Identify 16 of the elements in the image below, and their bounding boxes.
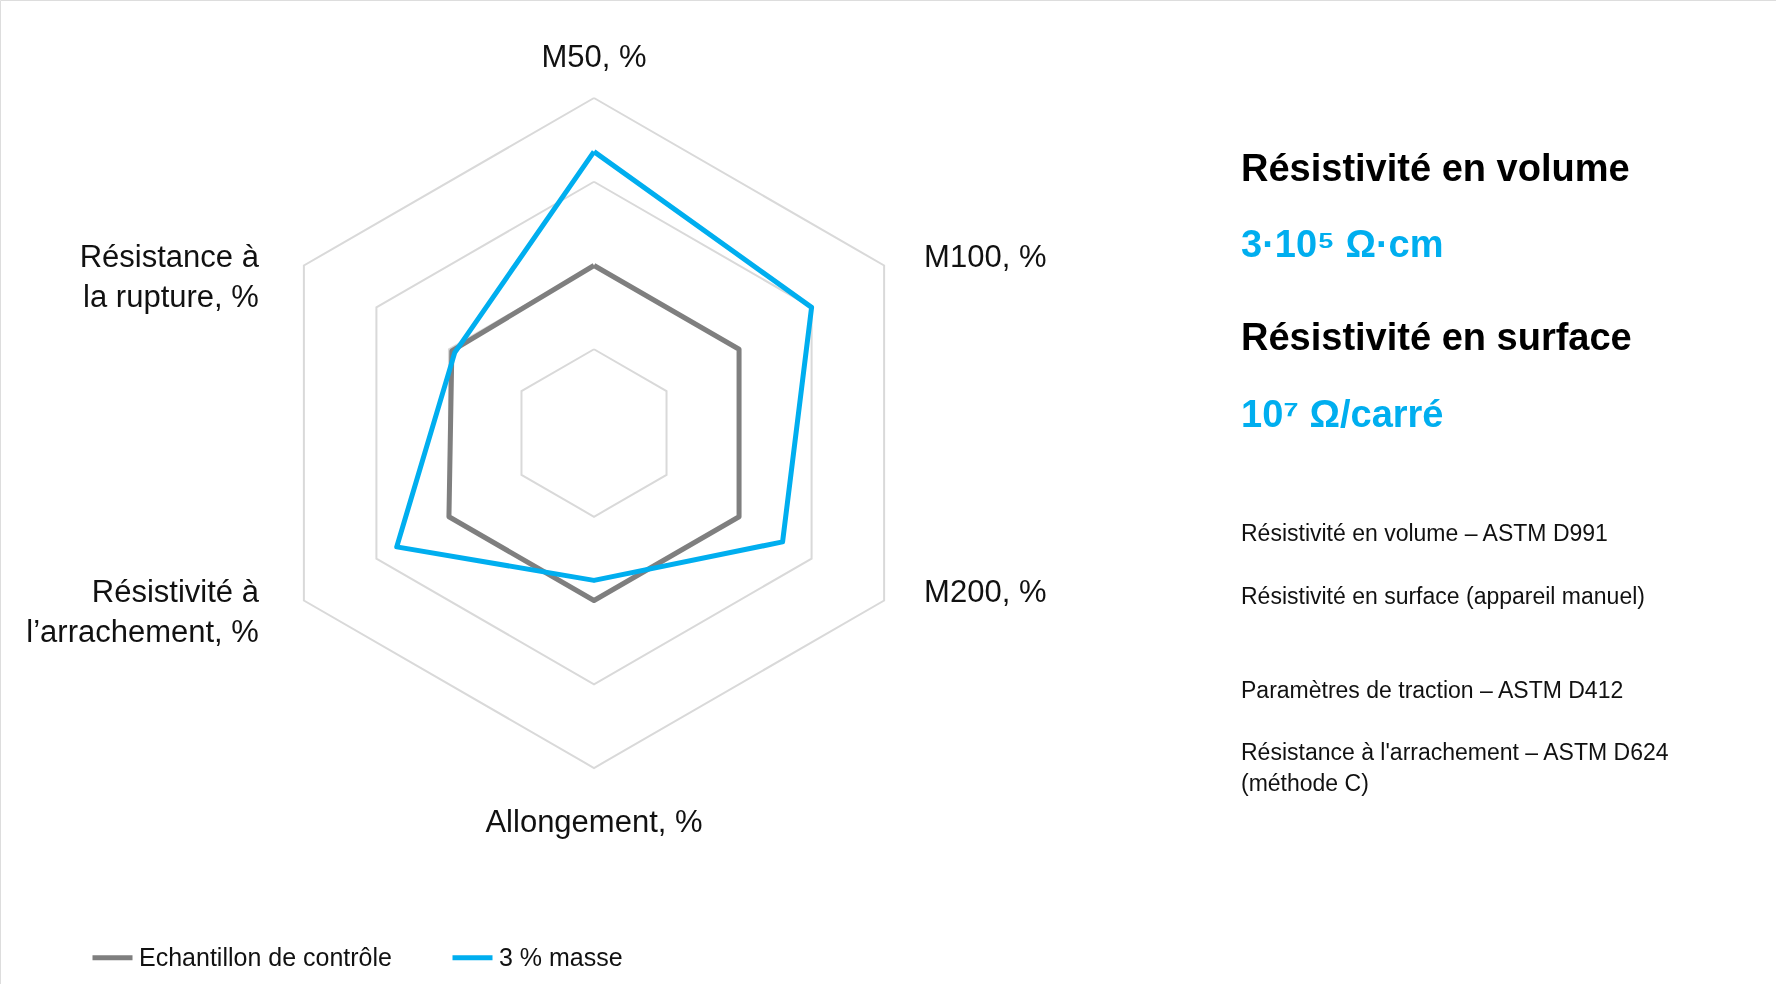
legend-label: 3 % masse [499, 942, 623, 971]
text: 3·10⁵ Ω·cm [1241, 223, 1444, 265]
spoke-label: Résistance à la rupture, % [79, 238, 260, 314]
text: Paramètres de traction – ASTM D412 [1241, 677, 1624, 703]
spoke-label: M50, % [541, 39, 647, 74]
text: Résistivité en surface (appareil manuel) [1241, 583, 1645, 609]
text: Résistivité en volume – ASTM D991 [1241, 520, 1608, 546]
text: Résistivité en surface [1241, 316, 1632, 358]
spoke-label: Allongement, % [485, 804, 703, 839]
text: 10⁷ Ω/carré [1241, 393, 1444, 435]
spoke-label: M200, % [924, 573, 1047, 609]
text: Résistance à l'arrachement – ASTM D624 (méthode C) [1241, 739, 1669, 796]
spoke-label: Résistivité à l’arrachement, % [26, 573, 260, 649]
spoke-label: M100, % [924, 238, 1047, 274]
text: Résistivité en volume [1241, 147, 1630, 189]
legend-label: Echantillon de contrôle [139, 942, 392, 971]
